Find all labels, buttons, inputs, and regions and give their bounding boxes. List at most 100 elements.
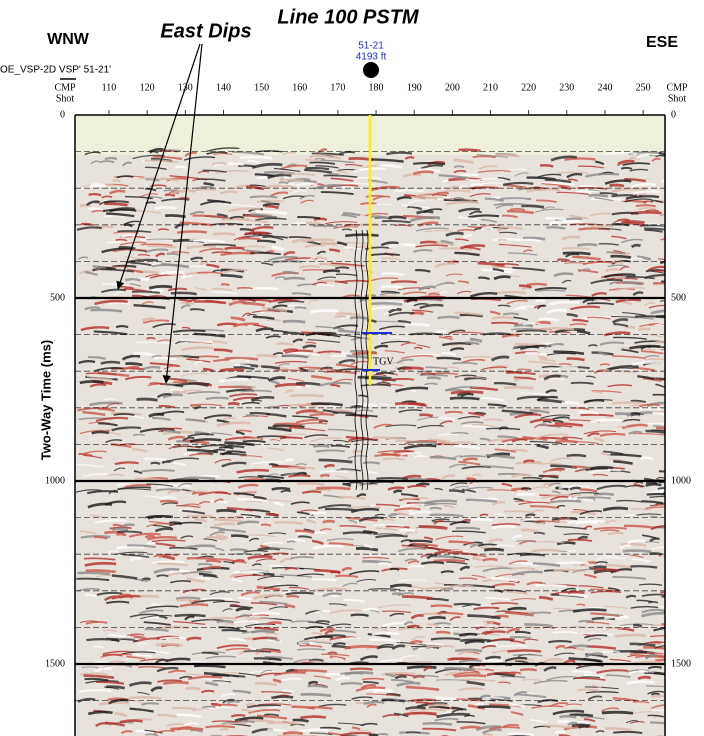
reflector (113, 467, 126, 472)
reflector (91, 430, 110, 435)
reflector (431, 518, 450, 522)
reflector (644, 333, 663, 338)
reflector (186, 636, 202, 641)
reflector (457, 416, 481, 420)
reflector (355, 701, 371, 706)
reflector (418, 168, 441, 173)
reflector (492, 582, 516, 588)
reflector (151, 355, 163, 358)
reflector (627, 669, 649, 673)
reflector (542, 420, 552, 424)
reflector (483, 630, 506, 636)
reflector (539, 358, 556, 363)
reflector (238, 672, 262, 677)
reflector (424, 645, 455, 649)
reflector (185, 490, 209, 494)
reflector (410, 195, 438, 201)
reflector (514, 630, 531, 635)
reflector (410, 645, 436, 649)
reflector (671, 599, 698, 600)
reflector (314, 609, 331, 614)
reflector (124, 195, 153, 200)
reflector (181, 660, 208, 664)
reflector (241, 708, 253, 713)
reflector (92, 264, 107, 270)
reflector (448, 329, 466, 335)
reflector (159, 499, 179, 504)
reflector (561, 279, 572, 284)
reflector (591, 292, 607, 297)
reflector (588, 193, 609, 198)
reflector (237, 237, 261, 241)
reflector (145, 733, 159, 736)
reflector (213, 498, 224, 504)
reflector (135, 729, 158, 734)
reflector (136, 341, 170, 345)
reflector (473, 606, 500, 611)
reflector (440, 239, 454, 245)
reflector (595, 730, 605, 734)
reflector (102, 398, 117, 401)
reflector (78, 360, 96, 364)
well-name: 51-21 (358, 41, 384, 52)
reflector (522, 476, 542, 480)
reflector (565, 252, 580, 258)
reflector (577, 496, 611, 500)
reflector (344, 644, 379, 650)
reflector (288, 236, 312, 240)
reflector (293, 427, 326, 432)
reflector (120, 234, 136, 239)
reflector (383, 362, 405, 366)
reflector (287, 178, 311, 183)
reflector (164, 193, 176, 197)
reflector (132, 433, 145, 437)
reflector (363, 544, 374, 549)
reflector (257, 474, 285, 480)
reflector (339, 334, 361, 339)
reflector (486, 427, 521, 431)
reflector (460, 244, 486, 250)
reflector (214, 547, 225, 552)
reflector (454, 374, 477, 378)
reflector (79, 620, 98, 624)
reflector (402, 496, 429, 502)
reflector (543, 666, 557, 672)
reflector (563, 533, 590, 536)
cmp-tick-label: 250 (636, 82, 651, 93)
reflector (250, 534, 276, 538)
reflector (533, 531, 546, 535)
reflector (550, 155, 577, 162)
reflector (548, 639, 572, 644)
reflector (120, 730, 133, 735)
reflector (210, 526, 226, 531)
cmp-label-left: CMP (54, 82, 76, 93)
reflector (288, 425, 300, 430)
reflector (397, 579, 427, 583)
reflector (641, 500, 664, 505)
reflector (663, 610, 665, 613)
reflector (296, 648, 326, 651)
reflector (327, 428, 356, 432)
reflector (433, 559, 466, 563)
reflector (181, 372, 208, 377)
reflector (261, 200, 274, 205)
reflector (650, 694, 665, 698)
reflector (605, 520, 617, 525)
reflector (376, 476, 409, 481)
reflector (456, 721, 486, 725)
cmp-tick-label: 130 (178, 82, 193, 93)
reflector (401, 493, 419, 498)
reflector (368, 253, 400, 257)
reflector (240, 389, 272, 393)
reflector (367, 471, 378, 475)
reflector (548, 300, 580, 306)
reflector (84, 561, 117, 567)
reflector (404, 643, 432, 647)
reflector (245, 414, 259, 418)
reflector (87, 710, 113, 716)
reflector (300, 715, 327, 720)
reflector (114, 291, 124, 296)
reflector (194, 287, 207, 291)
reflector (200, 689, 215, 694)
reflector (555, 421, 584, 427)
